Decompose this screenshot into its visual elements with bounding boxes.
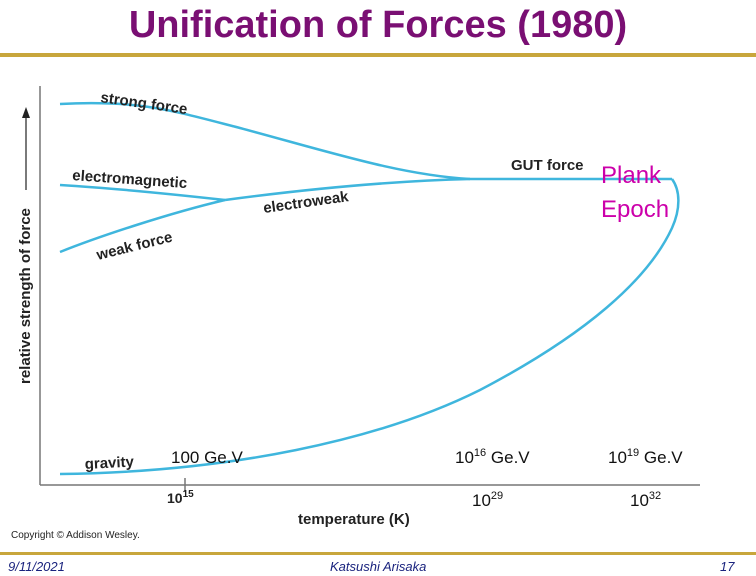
- temp-label-1e32: 1032: [630, 490, 661, 510]
- energy-1e19-base: 10: [608, 448, 627, 467]
- electroweak-label: electroweak: [262, 188, 350, 217]
- slide-title: Unification of Forces (1980): [128, 4, 628, 46]
- gravity-label: gravity: [84, 453, 135, 473]
- epoch-label: Epoch: [601, 196, 669, 223]
- energy-1e19-exp: 19: [627, 447, 639, 459]
- x-axis-label: temperature (K): [298, 511, 410, 528]
- electroweak-curve: [224, 177, 471, 202]
- electromagnetic-label: electromagnetic: [72, 167, 188, 192]
- y-axis-label: relative strength of force: [17, 208, 34, 384]
- title-divider: [0, 53, 756, 57]
- gut-force-label: GUT force: [511, 157, 584, 174]
- tick-1e15-base: 10: [167, 490, 183, 506]
- strong-force-label: strong force: [99, 89, 188, 118]
- energy-1e19-label: 1019 Ge.V: [608, 447, 683, 467]
- electromagnetic-curve: [59, 183, 226, 202]
- plank-label: Plank: [601, 162, 662, 189]
- energy-1e16-label: 1016 Ge.V: [455, 447, 530, 467]
- footer-author: Katsushi Arisaka: [330, 559, 427, 574]
- energy-1e16-unit: Ge.V: [486, 448, 530, 467]
- footer-date: 9/11/2021: [8, 559, 65, 574]
- energy-1e16-exp: 16: [474, 447, 486, 459]
- tick-1e15-exp: 15: [183, 489, 195, 500]
- y-axis-arrow-head: [22, 107, 30, 118]
- footer-page-number: 17: [720, 559, 735, 574]
- temp-1e29-exp: 29: [491, 490, 503, 502]
- footer-divider: [0, 552, 756, 555]
- weak-force-curve: [59, 198, 226, 254]
- temp-1e32-base: 10: [630, 491, 649, 510]
- energy-100gev-label: 100 Ge.V: [171, 448, 243, 467]
- energy-1e19-unit: Ge.V: [639, 448, 683, 467]
- copyright-notice: Copyright © Addison Wesley.: [11, 530, 140, 541]
- strong-force-curve: [59, 101, 471, 181]
- temp-label-1e29: 1029: [472, 490, 503, 510]
- energy-1e16-base: 10: [455, 448, 474, 467]
- tick-label-1e15: 1015: [167, 489, 194, 506]
- gravity-curve: [59, 178, 680, 476]
- force-curves: [59, 101, 680, 476]
- temp-1e29-base: 10: [472, 491, 491, 510]
- temp-1e32-exp: 32: [649, 490, 661, 502]
